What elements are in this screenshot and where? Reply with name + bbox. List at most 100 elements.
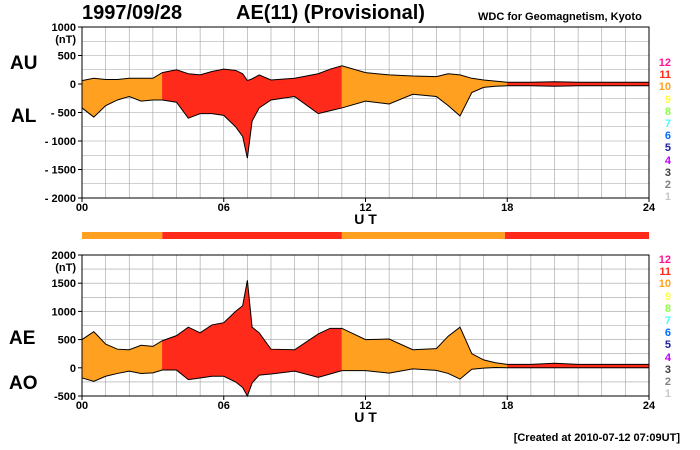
y-tick-label: -500 [54,391,76,403]
legend-level-7: 7 [664,118,671,131]
area-segment-bottom [507,364,532,368]
area-segment-top [152,72,163,101]
area-segment-bottom [294,333,319,378]
activity-bar-segment [162,232,342,239]
y-tick-label: 500 [58,51,76,63]
ae-panel-label: AE [9,328,36,349]
al-panel-label: AL [11,106,37,127]
area-segment-top [235,70,243,138]
legend-level-12: 12 [658,57,671,69]
area-segment-bottom [625,364,650,368]
area-segment-bottom [318,328,331,378]
legend-level-12: 12 [658,254,671,266]
legend-level-4: 4 [664,154,671,167]
area-segment-top [188,73,201,119]
activity-bar-segment [504,232,649,239]
activity-level-legend-top: 12 11 10 9 8 7 6 5 4 3 2 1 [651,57,671,203]
y-tick-label: - 1500 [45,165,76,177]
source-label: WDC for Geomagnetism, Kyoto [478,11,642,23]
legend-level-10: 10 [658,278,671,291]
legend-level-2: 2 [664,179,671,192]
area-segment-bottom [329,328,343,375]
legend-level-6: 6 [664,130,671,143]
area-segment-top [412,75,437,97]
legend-level-8: 8 [664,105,671,118]
area-segment-bottom [93,331,106,382]
y-tick-label: 0 [70,79,76,91]
legend-level-6: 6 [664,327,671,340]
legend-level-1: 1 [664,191,671,204]
area-segment-bottom [199,324,213,379]
legend-level-11: 11 [659,69,671,82]
x-tick-label: 18 [501,202,513,214]
x-tick-label: 18 [501,400,513,412]
area-segment-bottom [140,345,154,374]
area-segment-bottom [211,322,224,377]
x-tick-label: 00 [76,202,88,214]
legend-level-9: 9 [664,93,671,106]
area-segment-top [294,73,319,115]
area-segment-top [318,68,331,114]
x-tick-label: 00 [76,400,88,412]
y-tick-label: 2000 [52,250,76,262]
area-segment-top [140,78,154,102]
area-segment-bottom [577,364,602,368]
legend-level-9: 9 [664,290,671,303]
area-segment-top [365,72,390,105]
au-panel-label: AU [10,53,38,74]
area-segment-bottom [117,348,130,374]
area-segment-bottom [471,353,484,370]
y-tick-label: 1500 [52,278,76,290]
legend-level-5: 5 [664,142,671,155]
legend-level-8: 8 [664,302,671,315]
x-tick-label: 06 [218,400,230,412]
area-segment-bottom [247,280,253,397]
legend-level-5: 5 [664,339,671,352]
legend-level-2: 2 [664,376,671,389]
area-segment-bottom [601,364,626,368]
area-segment-top [625,82,650,86]
area-segment-bottom [188,326,201,380]
area-segment-bottom [81,331,95,382]
area-segment-bottom [242,280,248,397]
activity-bar-segment [341,232,505,239]
y-tick-label: 500 [58,335,76,347]
area-segment-bottom [412,348,437,371]
area-segment-bottom [162,335,177,371]
y-tick-label: - 1000 [45,136,76,148]
series-line-ao [81,367,649,398]
legend-level-4: 4 [664,351,671,364]
x-axis-label: U T [354,211,377,227]
unit-label: (nT) [55,262,76,274]
date-title: 1997/09/28 [82,2,183,24]
area-segment-top [223,68,236,128]
series-line-ae [81,280,649,365]
activity-level-legend-bottom: 12 11 10 9 8 7 6 5 4 3 2 1 [651,254,671,400]
y-tick-label: 1000 [52,306,76,318]
legend-level-11: 11 [659,266,671,279]
area-segment-bottom [235,305,243,388]
area-segment-top [162,69,177,103]
y-tick-label: - 2000 [45,193,76,205]
legend-level-1: 1 [664,388,671,401]
area-segment-bottom [270,348,295,375]
activity-bar-segment [82,232,163,239]
ao-panel-label: AO [9,373,38,394]
area-segment-top [199,71,213,114]
area-segment-top [81,78,95,118]
area-segment-top [105,79,118,106]
area-segment-bottom [251,326,260,384]
legend-level-3: 3 [664,166,671,179]
y-tick-label: - 500 [51,108,76,120]
area-segment-bottom [223,310,236,383]
x-tick-label: 12 [359,202,371,214]
x-tick-label: 12 [359,400,371,412]
area-segment-bottom [341,328,366,371]
area-segment-top [507,82,532,86]
unit-label: (nT) [55,34,76,46]
area-segment-top [247,78,253,159]
area-segment-bottom [258,332,272,376]
x-tick-label: 24 [643,202,656,214]
area-segment-top [447,73,461,117]
